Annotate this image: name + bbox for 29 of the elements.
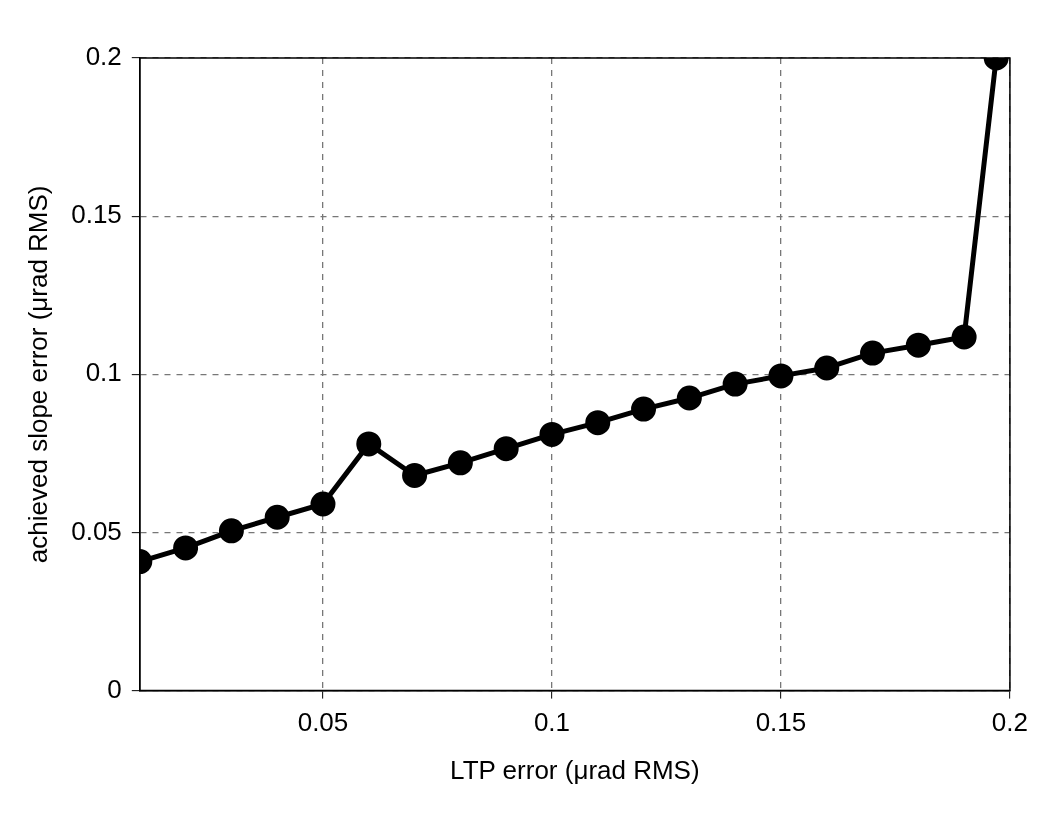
point [356,431,382,457]
x-tick-label: 0.2 [991,707,1029,738]
x-tick-label: 0.1 [533,707,571,738]
point [173,535,199,561]
x-tick-label: 0.15 [755,707,807,738]
point [310,491,336,517]
point [402,463,428,489]
point [493,436,519,462]
point [905,332,931,358]
y-tick-label: 0.05 [71,515,122,546]
point [539,421,565,447]
point [951,324,977,350]
y-tick-label: 0.15 [71,199,122,230]
point [768,363,794,389]
point [631,396,657,422]
y-tick-label: 0.1 [85,357,122,388]
point [585,410,611,436]
point [860,340,886,366]
y-axis-title: achieved slope error (μrad RMS) [22,185,53,564]
point [264,504,290,530]
point [722,371,748,397]
x-axis-title: LTP error (μrad RMS) [450,754,700,785]
point [676,385,702,411]
point [814,355,840,381]
x-tick-label: 0.05 [297,707,349,738]
point [218,518,244,544]
y-tick-label: 0.2 [85,41,122,72]
y-tick-label: 0 [107,673,122,704]
point [447,450,473,476]
